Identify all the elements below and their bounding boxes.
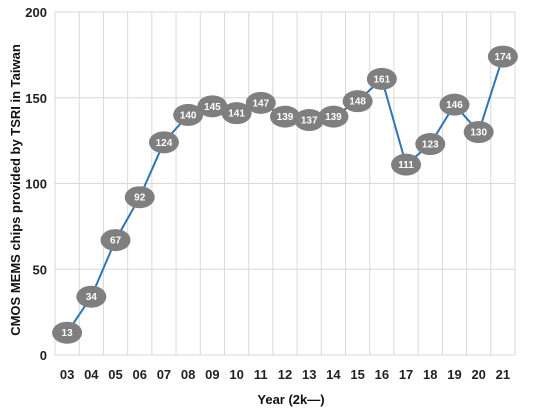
data-marker	[197, 95, 228, 118]
x-tick-label: 18	[423, 367, 437, 382]
data-marker	[366, 67, 397, 90]
data-marker	[487, 45, 518, 68]
y-tick-label: 150	[25, 91, 47, 106]
x-tick-label: 21	[496, 367, 510, 382]
gridlines	[54, 11, 516, 356]
data-label: 145	[204, 102, 221, 113]
data-label: 174	[495, 52, 512, 63]
data-marker	[463, 121, 494, 144]
data-label: 137	[301, 116, 318, 127]
data-point: 137	[294, 109, 325, 132]
x-tick-label: 13	[302, 367, 316, 382]
data-label: 141	[228, 109, 245, 120]
x-tick-label: 03	[60, 367, 74, 382]
data-label: 92	[134, 193, 146, 204]
y-axis-ticks: 0 50 100 150 200	[25, 5, 47, 363]
data-point: 145	[197, 95, 228, 118]
data-marker	[173, 103, 204, 126]
x-tick-label: 08	[181, 367, 195, 382]
data-marker	[221, 102, 252, 125]
data-label: 139	[325, 112, 342, 123]
data-point: 34	[76, 285, 107, 308]
x-tick-label: 19	[447, 367, 461, 382]
data-marker	[318, 105, 349, 128]
data-marker	[148, 131, 179, 154]
data-label: 67	[110, 236, 122, 247]
data-point: 174	[487, 45, 518, 68]
x-tick-label: 11	[254, 367, 268, 382]
x-tick-label: 15	[350, 367, 364, 382]
data-point: 147	[245, 91, 276, 114]
x-tick-label: 14	[326, 367, 341, 382]
data-label: 130	[470, 128, 487, 139]
data-marker	[294, 109, 325, 132]
data-marker	[270, 105, 300, 128]
x-axis-ticks: 03 04 05 06 07 08 09 10 11 12 13 14 15 16 17 18 19 20 21	[60, 367, 510, 382]
y-tick-label: 0	[40, 348, 47, 363]
data-label: 123	[422, 140, 439, 151]
y-tick-label: 200	[25, 5, 47, 20]
x-tick-label: 05	[108, 367, 122, 382]
data-point: 124	[148, 131, 179, 154]
data-point: 140	[173, 103, 204, 126]
data-marker	[100, 229, 131, 252]
data-point: 141	[221, 102, 252, 125]
x-tick-label: 09	[205, 367, 219, 382]
x-tick-label: 17	[399, 367, 413, 382]
x-tick-label: 12	[278, 367, 292, 382]
data-point: 139	[318, 105, 349, 128]
data-marker	[76, 285, 107, 308]
data-label: 147	[252, 98, 269, 109]
data-label: 124	[156, 138, 173, 149]
data-label: 139	[277, 112, 294, 123]
x-tick-label: 06	[133, 367, 147, 382]
y-tick-label: 50	[33, 262, 47, 277]
x-tick-label: 07	[157, 367, 171, 382]
data-marker	[415, 133, 446, 156]
data-label: 34	[86, 292, 98, 303]
data-label: 148	[349, 97, 366, 108]
data-label: 161	[373, 74, 390, 85]
x-tick-label: 04	[84, 367, 99, 382]
data-point: 13	[52, 321, 83, 344]
x-axis-title: Year (2k—)	[257, 392, 324, 407]
data-marker	[342, 90, 373, 113]
data-point: 146	[439, 93, 470, 116]
data-point: 123	[415, 133, 446, 156]
data-marker	[391, 153, 422, 176]
data-marker	[52, 321, 83, 344]
data-marker	[245, 91, 276, 114]
y-tick-label: 100	[25, 177, 47, 192]
y-axis-title: CMOS MEMS chips provided by TSRI in Taiw…	[8, 44, 23, 336]
data-label: 111	[398, 160, 414, 171]
x-tick-label: 16	[375, 367, 389, 382]
data-label: 146	[446, 100, 463, 111]
data-point: 111	[391, 153, 422, 176]
data-marker	[439, 93, 470, 116]
data-point: 67	[100, 229, 131, 252]
x-tick-label: 20	[471, 367, 485, 382]
data-marker	[124, 186, 155, 209]
data-point: 139	[270, 105, 300, 128]
data-point: 130	[463, 121, 494, 144]
x-tick-label: 10	[229, 367, 243, 382]
data-point: 148	[342, 90, 373, 113]
data-point: 161	[366, 67, 397, 90]
data-points: 13 34 67 92 124 140 145 141 147 139 137 139 148 161 11…	[52, 45, 518, 344]
data-label: 13	[62, 328, 74, 339]
data-label: 140	[180, 110, 197, 121]
data-point: 92	[124, 186, 155, 209]
